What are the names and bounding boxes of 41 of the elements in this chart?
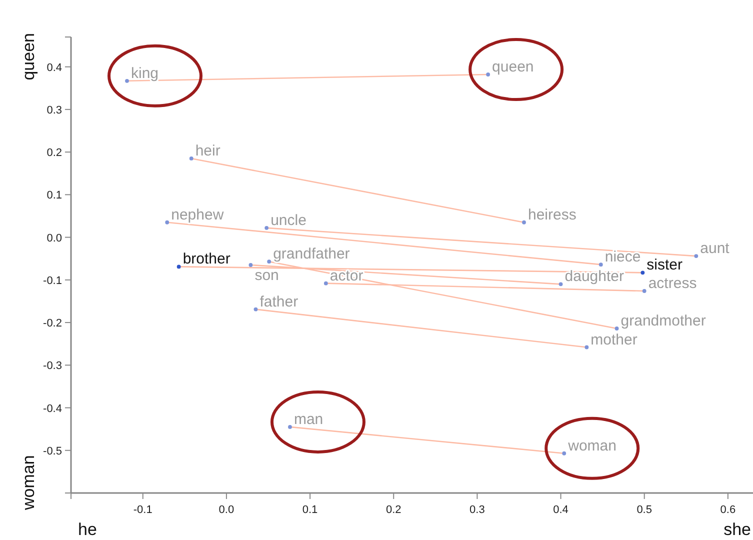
data-label: queen	[492, 58, 534, 76]
data-label: niece	[604, 248, 641, 266]
data-label: nephew	[171, 206, 224, 224]
y-tick-label: 0.3	[46, 104, 62, 116]
x-tick-label: 0.2	[386, 504, 402, 516]
data-label: heir	[195, 142, 220, 160]
data-label: aunt	[700, 240, 730, 258]
text: woman	[19, 455, 38, 511]
y-tick-label: 0.4	[46, 62, 62, 74]
x-tick-label: 0.5	[636, 504, 652, 516]
data-label: grandmother	[620, 312, 706, 330]
x-axis-title: she	[724, 520, 751, 539]
y-axis-title: queen	[19, 33, 38, 80]
text: he	[78, 520, 97, 539]
x-tick-label: 0.3	[470, 504, 485, 516]
x-tick-label: 0.4	[553, 504, 568, 516]
data-label: daughter	[564, 268, 624, 286]
data-label: father	[260, 293, 298, 310]
data-label: king	[131, 64, 159, 82]
data-label: woman	[567, 437, 616, 454]
x-tick-label: 0.1	[302, 504, 318, 516]
y-tick-label: -0.5	[43, 445, 62, 458]
y-tick-label: -0.3	[43, 360, 62, 372]
x-tick-label: -0.1	[133, 504, 152, 516]
data-label: grandfather	[273, 246, 350, 263]
y-tick-label: 0.2	[46, 147, 62, 160]
y-tick-label: 0.0	[46, 232, 62, 244]
data-label: man	[294, 410, 324, 428]
data-label: heiress	[528, 206, 576, 224]
x-tick-label: 0.6	[720, 504, 736, 516]
y-tick-label: -0.2	[43, 318, 62, 330]
data-label: sister	[646, 256, 683, 274]
data-label: actress	[648, 274, 697, 292]
data-label: brother	[182, 250, 230, 268]
data-label: mother	[590, 331, 638, 348]
data-label: son	[254, 267, 279, 284]
y-tick-label: -0.4	[43, 402, 62, 415]
y-tick-label: -0.1	[43, 274, 62, 287]
data-label: uncle	[270, 212, 306, 229]
x-tick-label: 0.0	[218, 504, 234, 516]
y-tick-label: 0.1	[46, 190, 62, 202]
